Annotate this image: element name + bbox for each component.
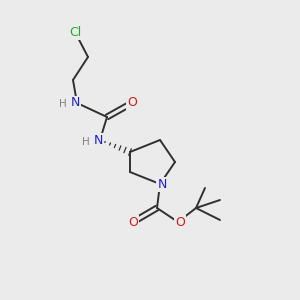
- Text: O: O: [128, 215, 138, 229]
- Text: O: O: [175, 215, 185, 229]
- Text: N: N: [70, 97, 80, 110]
- Text: O: O: [127, 97, 137, 110]
- Text: H: H: [82, 137, 90, 147]
- Text: N: N: [93, 134, 103, 146]
- Text: Cl: Cl: [69, 26, 81, 38]
- Text: N: N: [157, 178, 167, 190]
- Text: H: H: [59, 99, 67, 109]
